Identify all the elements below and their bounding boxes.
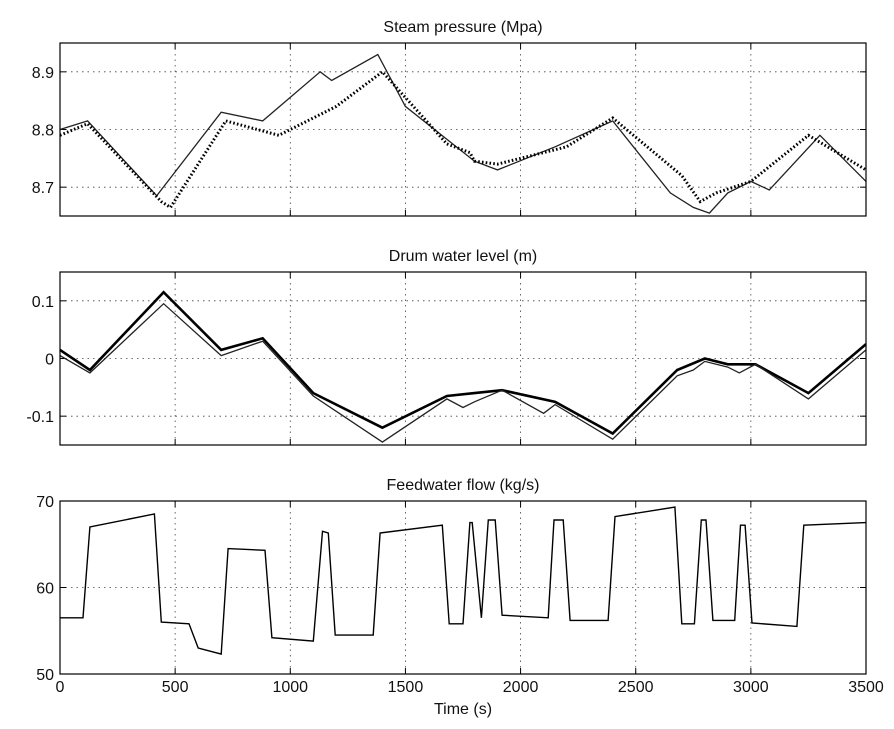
feedwater-flow-x-tick-label: 3500 <box>848 679 884 696</box>
steam-pressure-series-2-line <box>59 69 867 210</box>
feedwater-flow-x-tick-label: 2000 <box>503 679 539 696</box>
steam-pressure-y-tick-label: 8.8 <box>32 123 54 140</box>
drum-water-level-y-tick-label: 0 <box>45 352 54 369</box>
drum-water-level-axes-frame <box>59 271 867 446</box>
feedwater-flow-y-tick-label: 50 <box>36 667 54 684</box>
feedwater-flow-title: Feedwater flow (kg/s) <box>387 477 540 494</box>
feedwater-flow-x-tick-label: 2500 <box>618 679 654 696</box>
feedwater-flow-axes-frame <box>59 500 867 675</box>
feedwater-flow-series-1-line <box>60 506 867 655</box>
feedwater-flow-y-tick-label: 60 <box>36 581 54 598</box>
steam-pressure-title: Steam pressure (Mpa) <box>383 19 542 36</box>
drum-water-level-series-2-line <box>59 302 867 443</box>
drum-water-level-series-1-line <box>59 290 867 436</box>
feedwater-flow-x-tick-label: 0 <box>56 679 65 696</box>
drum-water-level-panel: Drum water level (m) -0.1 0 0.1 <box>26 248 867 446</box>
feedwater-flow-x-tick-label: 1500 <box>388 679 424 696</box>
steam-pressure-y-tick-label: 8.7 <box>32 180 54 197</box>
steam-pressure-y-tick-label: 8.9 <box>32 65 54 82</box>
feedwater-flow-panel: Feedwater flow (kg/s) 0 500 1000 1500 2000 250… <box>36 477 884 718</box>
feedwater-flow-x-tick-label: 1000 <box>272 679 308 696</box>
feedwater-flow-x-tick-label: 3000 <box>733 679 769 696</box>
steam-pressure-panel: Steam pressure (Mpa) 8.7 8.8 8.9 <box>32 19 867 217</box>
drum-water-level-title: Drum water level (m) <box>389 248 537 265</box>
feedwater-flow-y-tick-label: 70 <box>36 494 54 511</box>
feedwater-flow-x-tick-label: 500 <box>162 679 189 696</box>
steam-pressure-series-1-line <box>59 53 867 214</box>
steam-pressure-axes-frame <box>59 42 867 217</box>
feedwater-flow-x-axis-label: Time (s) <box>434 701 492 718</box>
drum-water-level-y-tick-label: -0.1 <box>26 409 54 426</box>
drum-water-level-y-tick-label: 0.1 <box>32 294 54 311</box>
